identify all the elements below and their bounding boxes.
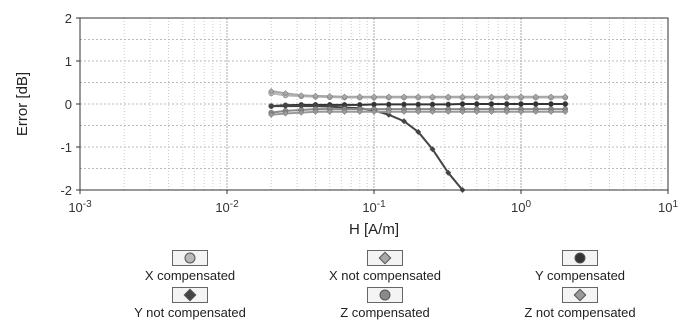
data-point — [503, 108, 510, 115]
x-tick-label: 10-2 — [215, 199, 239, 215]
data-point — [385, 101, 392, 108]
data-point — [385, 93, 392, 100]
data-point — [400, 118, 408, 125]
data-point — [517, 108, 525, 115]
x-tick-label: 101 — [658, 199, 678, 215]
x-tick-label: 10-3 — [68, 199, 92, 215]
data-point — [341, 108, 348, 115]
data-point — [445, 93, 452, 100]
data-point — [459, 101, 466, 107]
data-point — [268, 88, 275, 95]
data-point — [518, 101, 524, 107]
data-point — [562, 93, 569, 100]
series-x-not-compensated — [268, 88, 569, 100]
series-z-not-compensated — [268, 108, 569, 118]
data-point — [445, 169, 452, 176]
data-point — [385, 108, 392, 115]
data-point — [532, 93, 539, 100]
y-tick-labels: 2 1 0 -1 -2 — [60, 11, 80, 198]
data-point — [473, 108, 480, 115]
data-point — [282, 110, 289, 117]
data-point — [298, 92, 305, 99]
data-point — [445, 101, 452, 108]
data-point — [341, 93, 348, 100]
x-axis-title: H [A/m] — [349, 221, 399, 238]
data-point — [429, 108, 436, 115]
data-point — [356, 93, 363, 100]
data-point — [517, 93, 525, 100]
data-point — [547, 93, 555, 100]
data-point — [282, 90, 289, 97]
y-tick-label: 1 — [65, 54, 72, 69]
data-point — [503, 93, 510, 100]
data-point — [401, 101, 407, 108]
data-point — [298, 109, 305, 116]
series-y-not-compensated — [268, 103, 466, 194]
y-tick-label: 2 — [65, 11, 72, 26]
data-point — [356, 108, 363, 115]
data-point — [268, 111, 275, 118]
x-tick-label: 100 — [511, 199, 531, 215]
x-tick-label: 10-1 — [362, 199, 386, 215]
data-point — [562, 108, 569, 115]
y-axis-title: Error [dB] — [14, 72, 31, 136]
data-point — [548, 101, 554, 107]
data-point — [429, 146, 436, 153]
data-point — [488, 101, 495, 107]
data-point — [400, 93, 408, 100]
data-point — [503, 101, 510, 107]
data-point — [370, 93, 378, 100]
data-point — [562, 101, 569, 107]
data-point — [312, 92, 319, 99]
y-tick-label: -1 — [60, 140, 72, 155]
data-point — [532, 108, 539, 115]
y-tick-label: -2 — [60, 183, 72, 198]
data-point — [488, 108, 495, 115]
data-point — [400, 108, 408, 115]
data-point — [268, 103, 275, 110]
data-point — [371, 101, 377, 108]
data-point — [415, 93, 422, 100]
data-point — [547, 108, 555, 115]
data-point — [473, 93, 480, 100]
data-point — [532, 101, 539, 107]
data-point — [429, 93, 436, 100]
data-point — [473, 101, 480, 107]
data-point — [370, 108, 378, 115]
data-point — [312, 108, 319, 115]
series-group — [268, 88, 569, 194]
data-point — [445, 108, 452, 115]
y-tick-label: 0 — [65, 97, 72, 112]
data-point — [415, 101, 422, 108]
data-point — [326, 93, 333, 100]
data-point — [459, 108, 466, 115]
data-point — [326, 108, 333, 115]
data-point — [459, 93, 466, 100]
data-point — [415, 108, 422, 115]
data-point — [488, 93, 495, 100]
x-tick-labels: 10-3 10-2 10-1 100 101 — [68, 190, 678, 215]
data-point — [429, 101, 436, 108]
data-point — [415, 128, 422, 136]
